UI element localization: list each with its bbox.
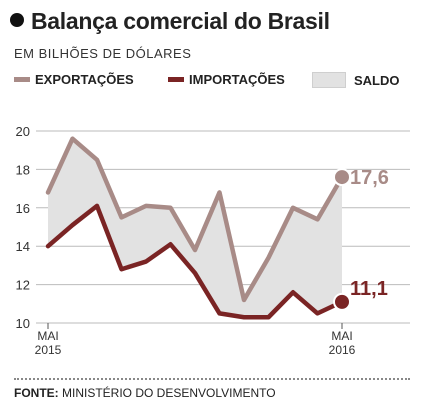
imports-end-value-label: 11,1	[350, 278, 388, 300]
legend-balance-swatch	[312, 72, 346, 88]
chart-title-text: Balança comercial do Brasil	[31, 8, 330, 34]
y-tick-label-10: 10	[16, 316, 30, 331]
legend-item-balance: SALDO	[312, 72, 400, 88]
imports-series-line	[45, 203, 345, 320]
exports-end-value-label: 17,6	[350, 167, 389, 189]
x-tick-label-month-0: MAI	[37, 329, 58, 343]
legend-exports-label: EXPORTAÇÕES	[35, 72, 134, 87]
legend-imports-swatch	[168, 77, 184, 82]
title-bullet-icon	[10, 13, 24, 27]
x-tick-label-year-1: 2016	[329, 343, 356, 357]
imports-end-point	[333, 292, 351, 311]
source-text: MINISTÉRIO DO DESENVOLVIMENTO	[62, 386, 276, 400]
chart-subtitle: EM BILHÕES DE DÓLARES	[14, 46, 192, 61]
y-tick-label-20: 20	[16, 124, 30, 139]
legend-balance-label: SALDO	[354, 72, 400, 88]
source-note: FONTE: MINISTÉRIO DO DESENVOLVIMENTO	[14, 386, 276, 400]
x-tick-label-month-1: MAI	[331, 329, 352, 343]
source-label: FONTE:	[14, 386, 59, 400]
y-tick-label-12: 12	[16, 278, 30, 293]
balance-area	[48, 138, 342, 318]
legend-exports-swatch	[14, 77, 30, 82]
y-tick-label-14: 14	[16, 239, 30, 254]
chart-title: Balança comercial do Brasil	[10, 8, 330, 35]
footer-divider	[14, 378, 410, 380]
legend-item-imports: IMPORTAÇÕES	[168, 72, 285, 87]
x-tick-label-year-0: 2015	[35, 343, 62, 357]
legend-item-exports: EXPORTAÇÕES	[14, 72, 134, 87]
legend-imports-label: IMPORTAÇÕES	[189, 72, 285, 87]
y-tick-label-16: 16	[16, 201, 30, 216]
y-tick-label-18: 18	[16, 162, 30, 177]
exports-series-line	[45, 136, 345, 303]
exports-end-point	[333, 168, 351, 187]
